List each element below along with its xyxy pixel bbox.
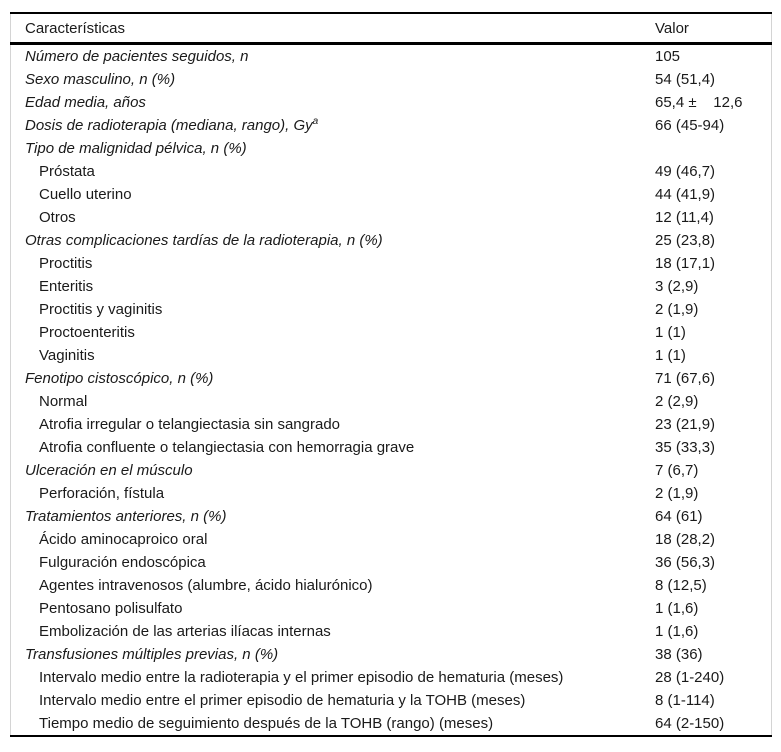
row-value: 1 (1,6) — [655, 623, 699, 640]
row-value: 7 (6,7) — [655, 462, 699, 479]
row-label: Atrofia confluente o telangiectasia con … — [39, 439, 415, 456]
table-row: Otras complicaciones tardías de la radio… — [11, 229, 772, 252]
row-value: 12 (11,4) — [655, 209, 714, 226]
row-label: Próstata — [39, 163, 95, 180]
row-label: Dosis de radioterapia (mediana, rango), … — [25, 116, 319, 135]
table-row: Fenotipo cistoscópico, n (%) 71 (67,6) — [11, 367, 772, 390]
table-body: Número de pacientes seguidos, n 105 Sexo m… — [11, 44, 772, 737]
row-label: Proctoenteritis — [39, 324, 135, 341]
header-row: Características Valor — [10, 13, 772, 45]
row-label: Otras complicaciones tardías de la radio… — [25, 232, 383, 249]
row-label: Normal — [39, 393, 88, 410]
row-value: 1 (1,6) — [655, 600, 699, 617]
table-header: Características Valor — [10, 13, 772, 45]
column-header-valor: Valor — [655, 13, 772, 45]
row-label: Fulguración endoscópica — [39, 554, 206, 571]
row-label: Proctitis — [39, 255, 93, 272]
row-value: 8 (1-114) — [655, 692, 715, 709]
row-value: 1 (1) — [655, 324, 686, 341]
row-label: Edad media, años — [25, 94, 146, 111]
table-row: Atrofia irregular o telangiectasia sin s… — [11, 413, 772, 436]
table-row: Edad media, años 65,4 ± 12,6 — [11, 91, 772, 114]
table-row: Ácido aminocaproico oral 18 (28,2) — [11, 528, 772, 551]
row-value: 54 (51,4) — [655, 71, 716, 88]
table-row: Intervalo medio entre el primer episodio… — [11, 689, 772, 712]
table-row: Fulguración endoscópica 36 (56,3) — [11, 551, 772, 574]
row-label: Intervalo medio entre el primer episodio… — [39, 692, 526, 709]
table-row: Vaginitis 1 (1) — [11, 344, 772, 367]
row-label: Pentosano polisulfato — [39, 600, 183, 617]
row-value: 18 (17,1) — [655, 255, 716, 272]
row-value: 44 (41,9) — [655, 186, 716, 203]
row-label: Agentes intravenosos (alumbre, ácido hia… — [39, 577, 373, 594]
table-row: Dosis de radioterapia (mediana, rango), … — [11, 114, 772, 137]
row-label: Cuello uterino — [39, 186, 132, 203]
table-row: Intervalo medio entre la radioterapia y … — [11, 666, 772, 689]
characteristics-table: Características Valor Número de paciente… — [10, 12, 772, 737]
table-row: Próstata 49 (46,7) — [11, 160, 772, 183]
row-label: Intervalo medio entre la radioterapia y … — [39, 669, 564, 686]
row-label: Fenotipo cistoscópico, n (%) — [25, 370, 214, 387]
table-row: Cuello uterino 44 (41,9) — [11, 183, 772, 206]
row-label: Vaginitis — [39, 347, 95, 364]
row-value: 3 (2,9) — [655, 278, 699, 295]
row-label: Ácido aminocaproico oral — [39, 531, 208, 548]
table-row: Ulceración en el músculo 7 (6,7) — [11, 459, 772, 482]
row-value: 2 (1,9) — [655, 301, 699, 318]
row-value: 25 (23,8) — [655, 232, 716, 249]
row-value: 105 — [655, 48, 681, 65]
table-row: Transfusiones múltiples previas, n (%) 38… — [11, 643, 772, 666]
table-row: Número de pacientes seguidos, n 105 — [11, 44, 772, 69]
row-value: 18 (28,2) — [655, 531, 716, 548]
row-value: 36 (56,3) — [655, 554, 716, 571]
row-value: 66 (45-94) — [655, 117, 725, 134]
table-row: Enteritis 3 (2,9) — [11, 275, 772, 298]
row-value: 23 (21,9) — [655, 416, 716, 433]
row-label: Otros — [39, 209, 76, 226]
table-row: Embolización de las arterias ilíacas int… — [11, 620, 772, 643]
row-value: 65,4 ± 12,6 — [655, 94, 743, 111]
row-label: Embolización de las arterias ilíacas int… — [39, 623, 331, 640]
row-label: Tratamientos anteriores, n (%) — [25, 508, 227, 525]
table-row: Tipo de malignidad pélvica, n (%) — [11, 137, 772, 160]
row-label: Atrofia irregular o telangiectasia sin s… — [39, 416, 341, 433]
table-row: Atrofia confluente o telangiectasia con … — [11, 436, 772, 459]
table-row: Proctoenteritis 1 (1) — [11, 321, 772, 344]
row-value: 8 (12,5) — [655, 577, 707, 594]
row-label: Transfusiones múltiples previas, n (%) — [25, 646, 279, 663]
row-value: 28 (1-240) — [655, 669, 725, 686]
table-row: Perforación, fístula 2 (1,9) — [11, 482, 772, 505]
row-label: Ulceración en el músculo — [25, 462, 193, 479]
row-label: Sexo masculino, n (%) — [25, 71, 176, 88]
table-row: Agentes intravenosos (alumbre, ácido hia… — [11, 574, 772, 597]
table-row: Tratamientos anteriores, n (%) 64 (61) — [11, 505, 772, 528]
table-row: Otros 12 (11,4) — [11, 206, 772, 229]
row-value: 49 (46,7) — [655, 163, 716, 180]
row-value: 38 (36) — [655, 646, 703, 663]
row-label: Tipo de malignidad pélvica, n (%) — [25, 140, 247, 157]
row-value: 1 (1) — [655, 347, 686, 364]
row-label: Número de pacientes seguidos, n — [25, 48, 249, 65]
table-row: Pentosano polisulfato 1 (1,6) — [11, 597, 772, 620]
table-row: Sexo masculino, n (%) 54 (51,4) — [11, 68, 772, 91]
table-row: Normal 2 (2,9) — [11, 390, 772, 413]
row-label: Perforación, fístula — [39, 485, 165, 502]
table-container: Características Valor Número de paciente… — [10, 12, 772, 737]
row-value: 2 (2,9) — [655, 393, 699, 410]
table-row: Proctitis 18 (17,1) — [11, 252, 772, 275]
footnote-marker: a — [312, 116, 319, 127]
table-row: Tiempo medio de seguimiento después de l… — [11, 712, 772, 736]
column-header-caracteristicas: Características — [10, 13, 655, 45]
row-value: 64 (61) — [655, 508, 703, 525]
row-value: 35 (33,3) — [655, 439, 716, 456]
row-label: Proctitis y vaginitis — [39, 301, 163, 318]
row-label: Enteritis — [39, 278, 94, 295]
row-value — [655, 137, 772, 160]
table-row: Proctitis y vaginitis 2 (1,9) — [11, 298, 772, 321]
row-label: Tiempo medio de seguimiento después de l… — [39, 715, 494, 732]
row-value: 64 (2-150) — [655, 715, 725, 732]
row-value: 71 (67,6) — [655, 370, 716, 387]
row-value: 2 (1,9) — [655, 485, 699, 502]
